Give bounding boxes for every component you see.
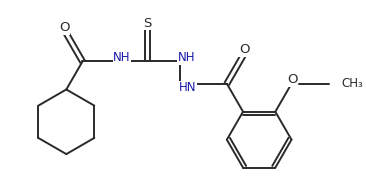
Text: S: S [143, 17, 151, 30]
Text: O: O [59, 21, 70, 34]
Text: HN: HN [179, 81, 196, 94]
Text: CH₃: CH₃ [341, 77, 363, 90]
Text: NH: NH [178, 51, 195, 64]
Text: O: O [239, 43, 249, 56]
Text: O: O [287, 73, 298, 86]
Text: NH: NH [113, 51, 131, 64]
